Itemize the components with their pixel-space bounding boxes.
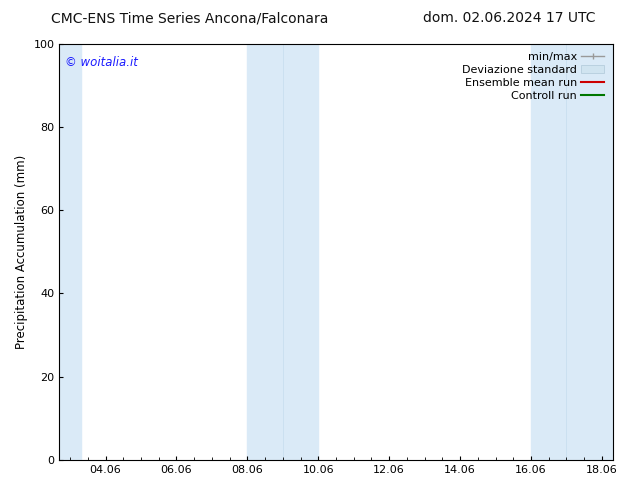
Text: CMC-ENS Time Series Ancona/Falconara: CMC-ENS Time Series Ancona/Falconara <box>51 11 328 25</box>
Bar <box>531 44 612 460</box>
Text: dom. 02.06.2024 17 UTC: dom. 02.06.2024 17 UTC <box>424 11 596 25</box>
Bar <box>247 44 318 460</box>
Bar <box>60 44 81 460</box>
Legend: min/max, Deviazione standard, Ensemble mean run, Controll run: min/max, Deviazione standard, Ensemble m… <box>459 49 607 104</box>
Y-axis label: Precipitation Accumulation (mm): Precipitation Accumulation (mm) <box>15 155 28 349</box>
Text: © woitalia.it: © woitalia.it <box>65 56 138 69</box>
